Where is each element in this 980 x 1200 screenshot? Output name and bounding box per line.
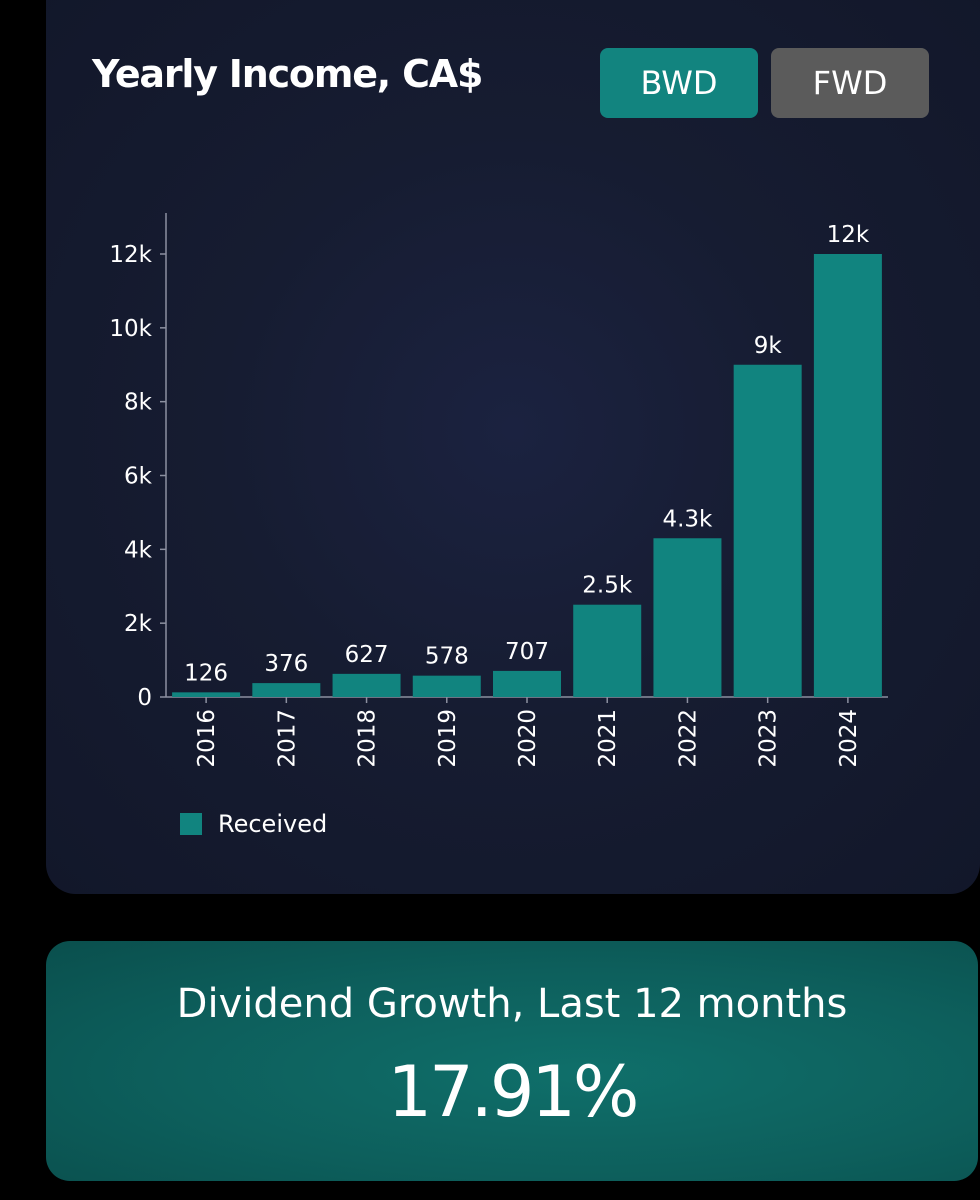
y-tick-label: 2k — [124, 611, 153, 637]
bar-2018[interactable] — [332, 673, 401, 697]
bar-2019[interactable] — [412, 675, 481, 697]
data-label-2016: 126 — [184, 660, 228, 686]
dividend-growth-card: Dividend Growth, Last 12 months 17.91% — [46, 941, 978, 1181]
x-tick-label-2016: 2016 — [194, 709, 220, 768]
data-label-2022: 4.3k — [662, 506, 713, 532]
x-tick-label-2024: 2024 — [836, 709, 862, 768]
y-tick-label: 0 — [137, 685, 152, 711]
y-tick-label: 8k — [124, 390, 153, 416]
x-tick-label-2020: 2020 — [515, 709, 541, 768]
dividend-growth-label: Dividend Growth, Last 12 months — [176, 981, 848, 1027]
legend-label-received: Received — [218, 810, 327, 838]
x-tick-label-2017: 2017 — [274, 709, 300, 768]
data-label-2021: 2.5k — [582, 573, 633, 599]
bar-2020[interactable] — [493, 670, 561, 697]
x-tick-label-2021: 2021 — [595, 709, 621, 768]
bar-2023[interactable] — [733, 364, 802, 697]
bar-2022[interactable] — [653, 538, 722, 697]
legend-swatch-received — [180, 813, 202, 835]
x-tick-label-2023: 2023 — [756, 709, 782, 768]
y-tick-label: 4k — [124, 537, 153, 563]
y-tick-label: 12k — [109, 242, 152, 268]
yearly-income-bar-chart: 0 2k 4k 6k 8k 10k 12k 126 2016 376 2017 627 2018 578 2… — [109, 213, 888, 838]
data-label-2019: 578 — [425, 644, 469, 670]
bar-2024[interactable] — [813, 254, 882, 697]
x-tick-label-2022: 2022 — [675, 709, 701, 768]
bar-2021[interactable] — [573, 604, 642, 697]
y-tick-label: 10k — [109, 316, 152, 342]
bwd-toggle-button[interactable]: BWD — [600, 48, 758, 118]
x-tick-label-2018: 2018 — [355, 709, 381, 768]
data-label-2017: 376 — [264, 651, 308, 677]
data-label-2024: 12k — [827, 222, 870, 248]
y-tick-label: 6k — [124, 464, 153, 490]
bar-2017[interactable] — [252, 683, 321, 697]
fwd-toggle-button[interactable]: FWD — [771, 48, 929, 118]
data-label-2020: 707 — [505, 639, 549, 665]
chart-title: Yearly Income, CA$ — [92, 52, 483, 96]
bar-2016[interactable] — [172, 692, 241, 697]
data-label-2018: 627 — [345, 642, 389, 668]
dividend-growth-value: 17.91% — [387, 1051, 640, 1133]
data-label-2023: 9k — [754, 333, 783, 359]
yearly-income-card: Yearly Income, CA$ BWD FWD 0 2k 4k 6k 8k 10k 1… — [46, 0, 980, 894]
x-tick-label-2019: 2019 — [435, 709, 461, 768]
